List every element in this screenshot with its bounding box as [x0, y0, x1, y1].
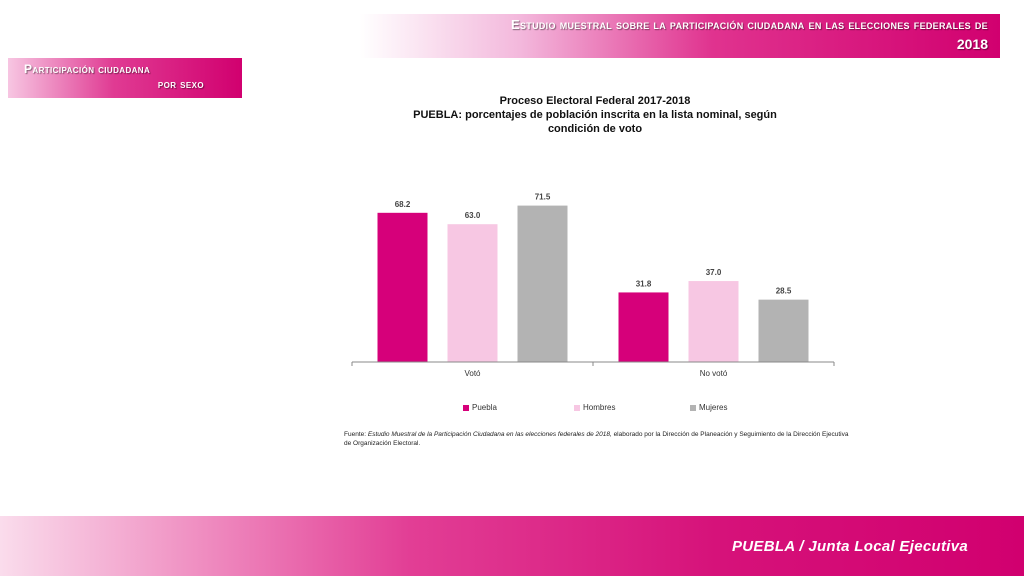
- bar-puebla-1: [618, 292, 669, 362]
- chart-title: Proceso Electoral Federal 2017-2018 PUEB…: [360, 94, 830, 136]
- chart-title-line1: Proceso Electoral Federal 2017-2018: [499, 95, 691, 107]
- chart-legend: Puebla Hombres Mujeres: [340, 403, 840, 417]
- section-tag: Participación ciudadana por sexo: [8, 58, 242, 98]
- source-prefix: Fuente:: [344, 431, 368, 438]
- data-label-hombres-0: 63.0: [465, 211, 481, 220]
- legend-label-mujeres: Mujeres: [699, 403, 728, 412]
- source-note: Fuente: Estudio Muestral de la Participa…: [344, 430, 850, 448]
- source-study-title: Estudio Muestral de la Participación Ciu…: [367, 431, 612, 438]
- category-label-0: Votó: [464, 369, 481, 378]
- legend-item-mujeres: Mujeres: [690, 403, 727, 412]
- legend-swatch-puebla: [463, 404, 469, 411]
- legend-swatch-mujeres: [690, 404, 696, 411]
- bar-chart: 68.2 63.0 71.5 Votó 31.8 37.0 28.5 No votó: [351, 193, 835, 378]
- presentation-year: 2018: [956, 36, 988, 52]
- data-label-mujeres-1: 28.5: [776, 287, 792, 296]
- bar-hombres-1: [688, 281, 739, 362]
- data-label-hombres-1: 37.0: [706, 268, 722, 277]
- section-title-line2: por sexo: [157, 77, 204, 91]
- chart-title-line2: PUEBLA: porcentajes de población inscrit…: [413, 109, 777, 121]
- footer-band: PUEBLA / Junta Local Ejecutiva: [0, 516, 1024, 576]
- data-label-puebla-0: 68.2: [395, 200, 411, 209]
- data-label-puebla-1: 31.8: [636, 279, 652, 288]
- bar-hombres-0: [447, 224, 498, 362]
- presentation-title: Estudio muestral sobre la participación …: [511, 17, 988, 32]
- category-label-1: No votó: [700, 369, 728, 378]
- section-title-line1: Participación ciudadana: [24, 62, 151, 76]
- legend-item-hombres: Hombres: [574, 403, 615, 412]
- source-rest: elaborado por la Dirección de Planeación…: [344, 431, 849, 447]
- bar-puebla-0: [377, 212, 428, 362]
- legend-label-puebla: Puebla: [472, 403, 497, 412]
- legend-swatch-hombres: [574, 404, 580, 411]
- legend-label-hombres: Hombres: [583, 403, 616, 412]
- chart-title-line3: condición de voto: [547, 123, 643, 135]
- legend-item-puebla: Puebla: [463, 403, 497, 412]
- footer-text: PUEBLA / Junta Local Ejecutiva: [732, 538, 968, 555]
- bar-mujeres-0: [517, 205, 568, 362]
- bar-mujeres-1: [758, 299, 809, 362]
- top-banner: Estudio muestral sobre la participación …: [360, 14, 1000, 58]
- data-label-mujeres-0: 71.5: [535, 193, 551, 202]
